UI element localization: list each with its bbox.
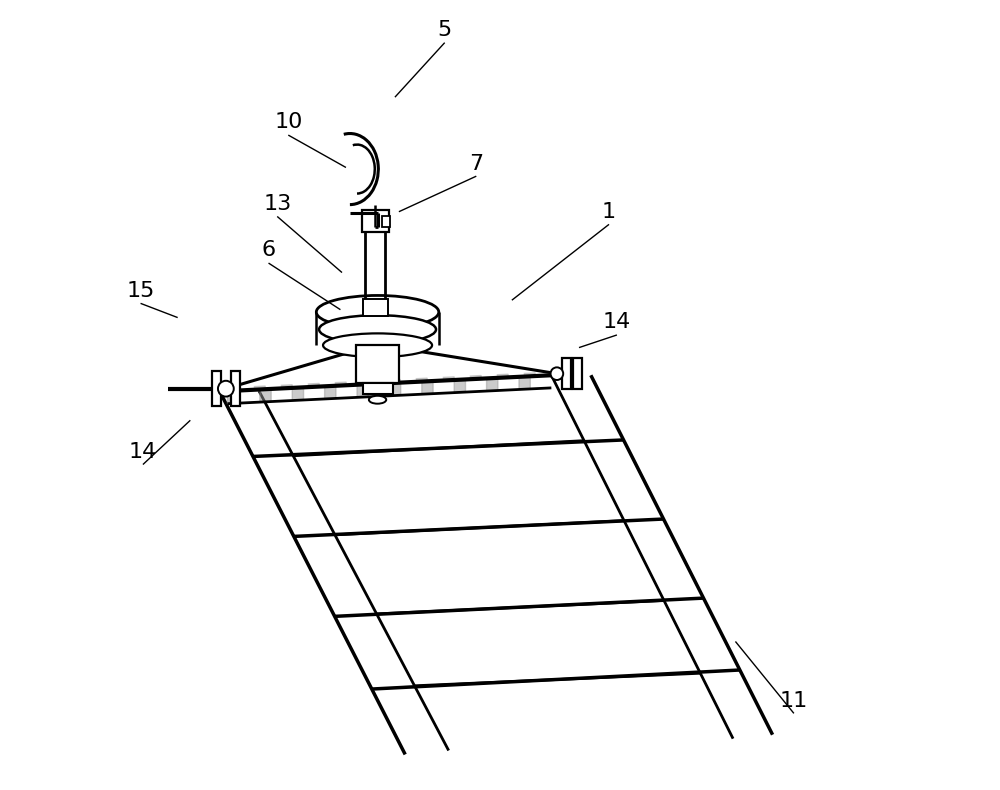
Polygon shape [470,375,481,379]
Polygon shape [452,528,473,529]
Text: 7: 7 [469,153,483,174]
Polygon shape [359,450,391,452]
Polygon shape [454,379,466,393]
Polygon shape [412,449,432,450]
Polygon shape [524,373,535,377]
Polygon shape [583,521,629,523]
Polygon shape [254,386,265,389]
Polygon shape [424,683,470,687]
Polygon shape [227,387,238,391]
Polygon shape [459,446,483,447]
Polygon shape [325,386,336,399]
Polygon shape [308,383,319,387]
Polygon shape [260,389,271,402]
Polygon shape [530,679,551,681]
Polygon shape [292,387,304,401]
Bar [212,371,221,406]
Polygon shape [357,384,368,397]
Polygon shape [281,385,292,389]
Polygon shape [619,675,653,677]
Text: 6: 6 [261,240,276,261]
Polygon shape [660,672,706,675]
Circle shape [218,381,234,397]
Polygon shape [541,605,564,606]
Polygon shape [253,455,308,457]
Polygon shape [362,381,373,385]
Text: 5: 5 [438,20,452,40]
Polygon shape [389,382,401,396]
Polygon shape [306,453,349,454]
Polygon shape [477,682,510,683]
Bar [573,358,582,389]
Polygon shape [399,530,432,532]
Bar [356,345,399,383]
Ellipse shape [316,295,439,329]
Polygon shape [443,377,454,381]
Bar [231,371,240,406]
Text: 14: 14 [603,312,631,333]
Text: 13: 13 [263,194,291,214]
Text: 1: 1 [602,201,616,222]
Polygon shape [294,534,349,536]
Bar [363,383,393,394]
Polygon shape [541,523,576,525]
Polygon shape [578,677,601,679]
Bar [362,210,389,232]
Polygon shape [387,611,432,614]
Bar [363,299,388,316]
Polygon shape [372,685,429,689]
Polygon shape [497,374,508,378]
Polygon shape [440,609,473,611]
Text: 15: 15 [126,280,155,301]
Polygon shape [389,379,400,383]
Polygon shape [335,613,391,616]
Bar [382,216,390,227]
Polygon shape [227,390,239,404]
Polygon shape [500,525,524,527]
Polygon shape [335,382,346,386]
Polygon shape [519,376,530,389]
Bar [562,358,571,389]
Ellipse shape [319,315,436,344]
Polygon shape [347,532,391,534]
Polygon shape [582,603,617,604]
Polygon shape [416,378,427,382]
Polygon shape [623,600,669,603]
Polygon shape [543,442,589,443]
Ellipse shape [369,396,386,404]
Text: 11: 11 [780,690,808,711]
Polygon shape [501,444,536,445]
Circle shape [551,367,563,380]
Polygon shape [487,378,498,391]
Text: 14: 14 [129,442,157,462]
Ellipse shape [323,333,432,357]
Polygon shape [422,381,433,394]
Text: 10: 10 [274,112,302,133]
